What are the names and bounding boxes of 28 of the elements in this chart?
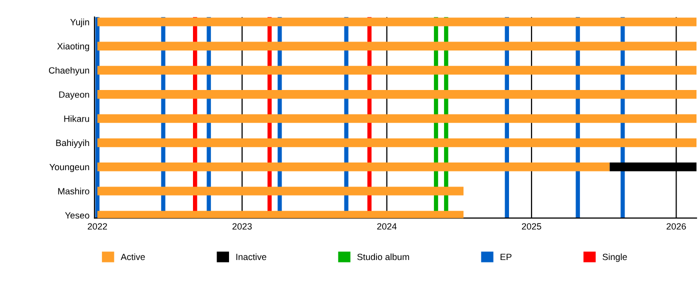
bar [97,186,464,196]
legend-label: Active [120,253,145,260]
bar [97,210,464,218]
bar [97,90,696,99]
bar [97,18,696,26]
y-tick-label: Yeseo [65,212,90,219]
x-tick-label: 2024 [377,223,397,230]
y-tick-label: Bahiyyih [56,139,90,148]
y-tick-label: Mashiro [58,188,90,194]
y-tick-label: Xiaoting [57,42,90,52]
y-tick-label: Hikaru [64,115,90,122]
y-tick-label: Youngeun [50,164,90,172]
bar [97,138,696,148]
x-tick-label: 2023 [232,223,252,230]
y-tick-label: Dayeon [59,91,90,100]
bar [97,42,696,50]
legend-label: Inactive [236,253,266,260]
x-tick-label: 2022 [88,223,107,230]
x-tick-label: 2025 [522,223,542,230]
bar [97,162,610,172]
legend-label: EP [500,254,512,260]
bar [97,66,696,75]
bar [97,114,696,123]
legend-label: Single [602,253,627,262]
y-tick-label: Yujin [70,18,90,28]
y-tick-label: Chaehyun [48,66,90,76]
x-tick-label: 2026 [666,223,686,230]
legend-label: Studio album [357,253,410,260]
